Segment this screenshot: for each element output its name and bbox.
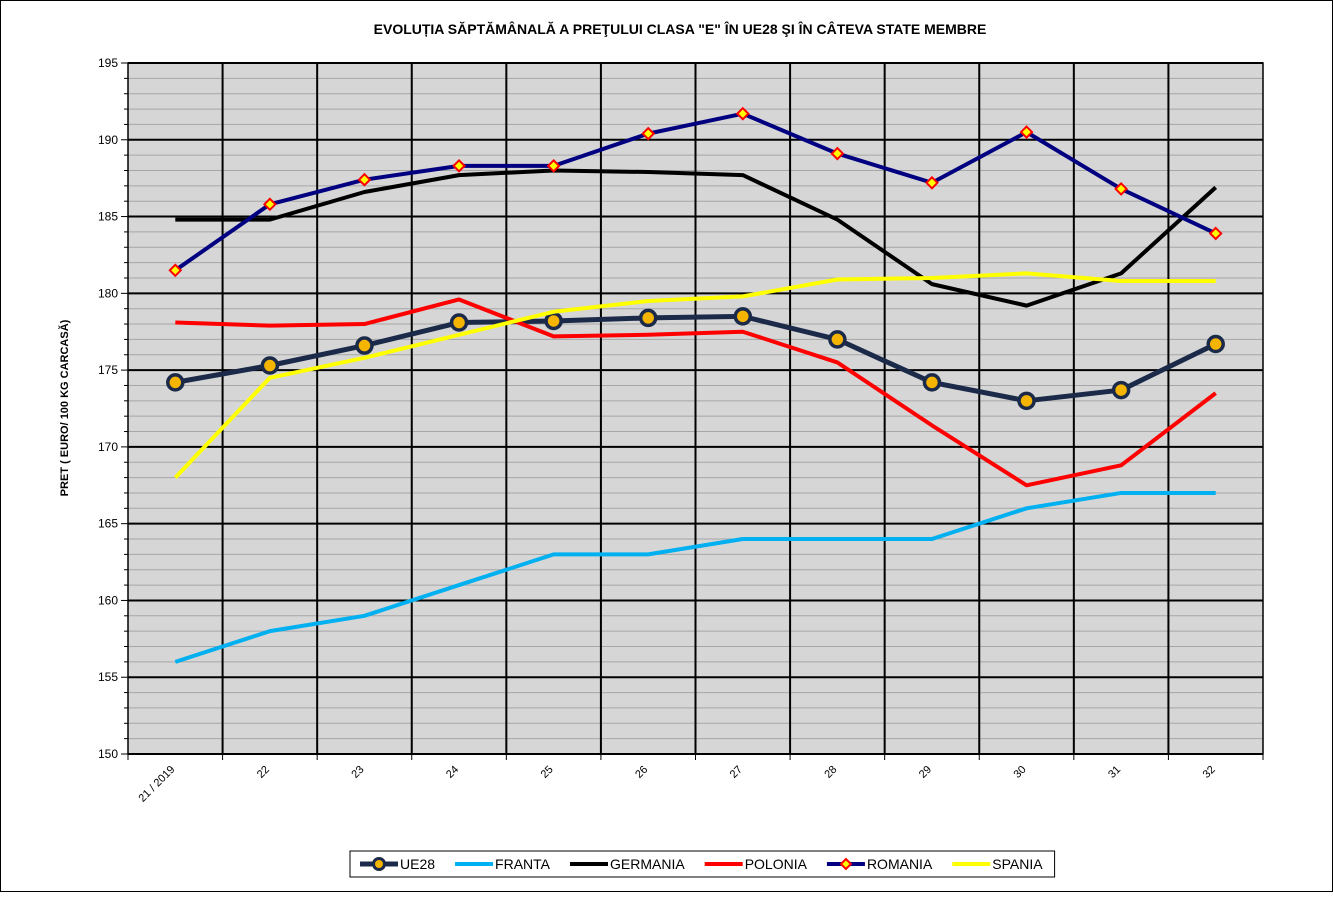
y-tick-label: 170: [98, 440, 118, 454]
legend-label: ROMANIA: [867, 856, 933, 872]
y-tick-label: 155: [98, 670, 118, 684]
series-line: [174, 313, 1217, 404]
marker: [546, 158, 561, 173]
legend-label: FRANTA: [495, 856, 551, 872]
series-line: [173, 271, 1216, 479]
legend-label: POLONIA: [745, 856, 808, 872]
y-tick-label: 165: [98, 517, 118, 531]
marker: [1017, 391, 1036, 411]
marker: [262, 197, 277, 212]
marker: [1114, 182, 1129, 196]
marker: [168, 263, 183, 278]
marker: [925, 175, 939, 190]
series-line: [174, 111, 1217, 272]
marker: [544, 311, 563, 331]
y-axis-title: PRET ( EURO/ 100 KG CARCASĂ): [58, 319, 71, 496]
y-tick-label: 160: [98, 593, 118, 607]
y-tick-label: 175: [98, 363, 118, 377]
marker: [735, 106, 750, 121]
series-line: [174, 490, 1216, 664]
y-tick-label: 190: [98, 133, 118, 147]
chart-title: EVOLUȚIA SĂPTĂMÂNALĂ A PREŢULUI CLASA "E…: [374, 20, 987, 37]
plot-border: [127, 62, 1264, 755]
marker: [638, 308, 658, 328]
marker: [1206, 334, 1225, 354]
legend-marker: [839, 857, 853, 871]
marker: [1208, 226, 1223, 241]
marker: [1111, 380, 1131, 400]
legend-label: SPANIA: [992, 856, 1043, 872]
marker: [830, 146, 845, 161]
marker: [922, 373, 942, 392]
y-tick-label: 195: [98, 56, 118, 70]
marker: [449, 313, 469, 332]
marker: [166, 373, 185, 392]
series-line: [175, 297, 1217, 488]
marker: [452, 158, 466, 173]
legend-label: UE28: [400, 856, 435, 872]
legend-label: GERMANIA: [610, 856, 685, 872]
marker: [1019, 125, 1034, 140]
legend-marker: [372, 857, 386, 871]
marker: [260, 356, 280, 375]
y-tick-label: 185: [98, 210, 118, 224]
marker: [357, 172, 372, 187]
y-tick-label: 150: [98, 747, 118, 761]
y-tick-label: 180: [98, 286, 118, 300]
marker: [828, 330, 847, 349]
series-line: [175, 168, 1218, 308]
marker: [355, 336, 374, 355]
marker: [641, 126, 656, 141]
marker: [733, 307, 753, 326]
